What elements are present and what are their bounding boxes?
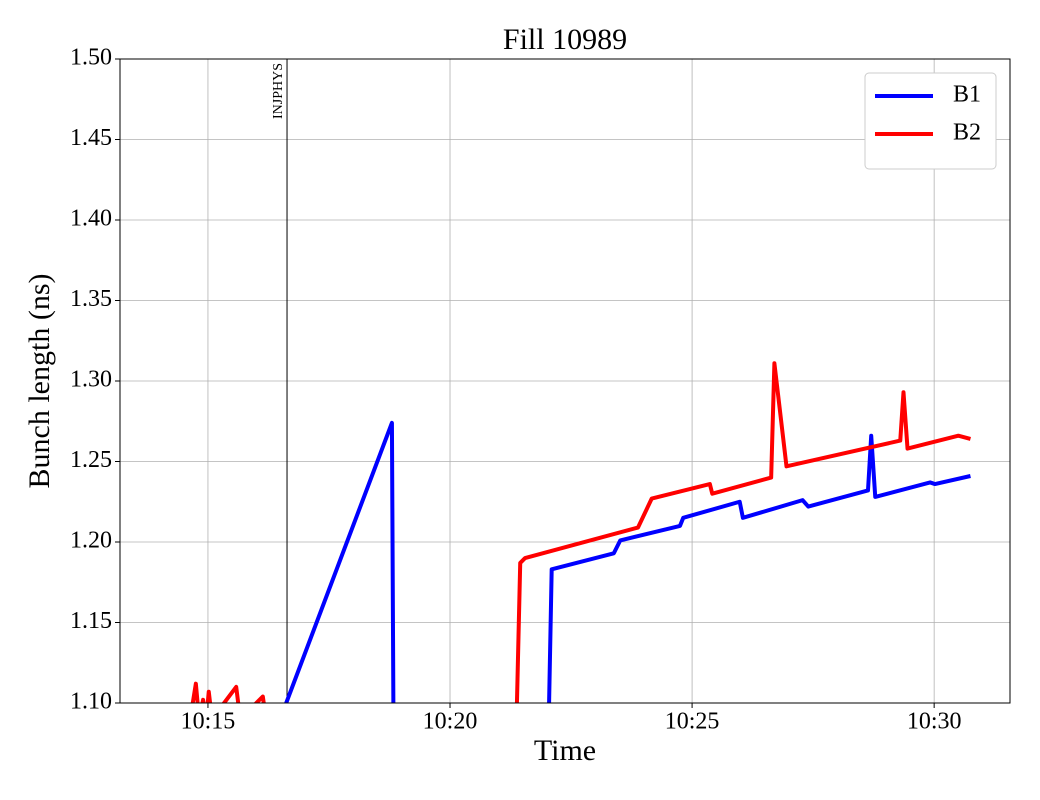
y-tick-label: 1.40 bbox=[70, 206, 112, 232]
y-tick-label: 1.45 bbox=[70, 125, 112, 151]
y-tick-label: 1.35 bbox=[70, 286, 112, 312]
plot-area bbox=[162, 361, 971, 703]
x-tick-label: 10:20 bbox=[423, 709, 478, 735]
x-tick-label: 10:25 bbox=[665, 709, 720, 735]
y-tick-label: 1.10 bbox=[70, 689, 112, 715]
series-line bbox=[190, 361, 971, 703]
y-tick-label: 1.25 bbox=[70, 447, 112, 473]
x-tick-label: 10:30 bbox=[907, 709, 962, 735]
y-tick-label: 1.30 bbox=[70, 367, 112, 393]
y-tick-label: 1.50 bbox=[70, 45, 112, 71]
axes-frame bbox=[119, 58, 1011, 704]
y-tick-label: 1.20 bbox=[70, 528, 112, 554]
x-axis-label: Time bbox=[534, 734, 596, 767]
series-line bbox=[162, 420, 971, 703]
chart-title: Fill 10989 bbox=[503, 23, 627, 56]
annotation-label: INJPHYS bbox=[271, 63, 286, 119]
y-axis-label: Bunch length (ns) bbox=[23, 274, 56, 489]
legend-label: B1 bbox=[953, 82, 981, 108]
x-tick-label: 10:15 bbox=[181, 709, 236, 735]
legend-label: B2 bbox=[953, 120, 981, 146]
y-tick-label: 1.15 bbox=[70, 608, 112, 634]
